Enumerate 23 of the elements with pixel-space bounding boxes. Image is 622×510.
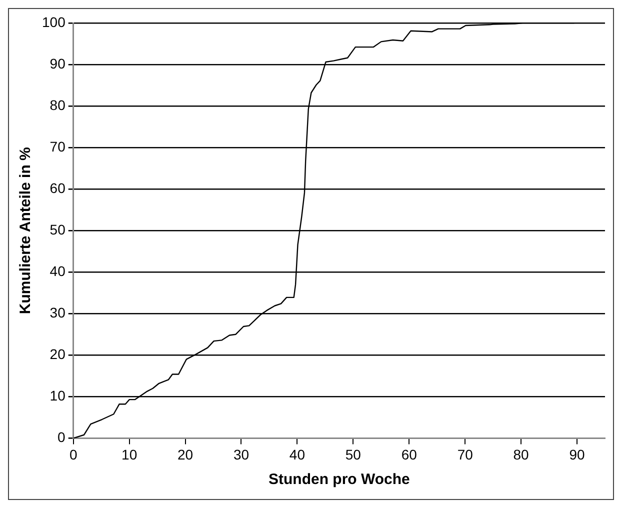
- y-tick-label: 100: [42, 14, 66, 30]
- y-tick-label: 10: [50, 388, 66, 404]
- x-tick-label: 20: [177, 446, 194, 462]
- y-tick-label: 20: [50, 346, 66, 362]
- y-tick-label: 90: [50, 55, 66, 72]
- x-tick-label: 30: [233, 446, 250, 462]
- y-tick-label: 50: [50, 221, 66, 238]
- x-tick-label: 80: [513, 446, 530, 462]
- y-tick-label: 80: [50, 96, 66, 113]
- x-tick-label: 50: [345, 446, 362, 462]
- x-axis-title: Stunden pro Woche: [268, 471, 410, 488]
- y-tick-label: 60: [50, 180, 66, 196]
- x-tick-label: 10: [122, 446, 138, 462]
- y-tick-label: 30: [50, 304, 66, 320]
- x-tick-label: 0: [69, 446, 78, 462]
- y-tick-label: 0: [58, 429, 66, 446]
- y-tick-label: 70: [50, 138, 66, 154]
- x-tick-label: 60: [401, 446, 418, 462]
- x-tick-label: 90: [569, 446, 586, 462]
- x-tick-label: 40: [289, 446, 306, 462]
- y-tick-label: 40: [50, 262, 66, 279]
- x-tick-label: 70: [457, 446, 474, 462]
- y-axis-title: Kumulierte Anteile in %: [17, 147, 34, 314]
